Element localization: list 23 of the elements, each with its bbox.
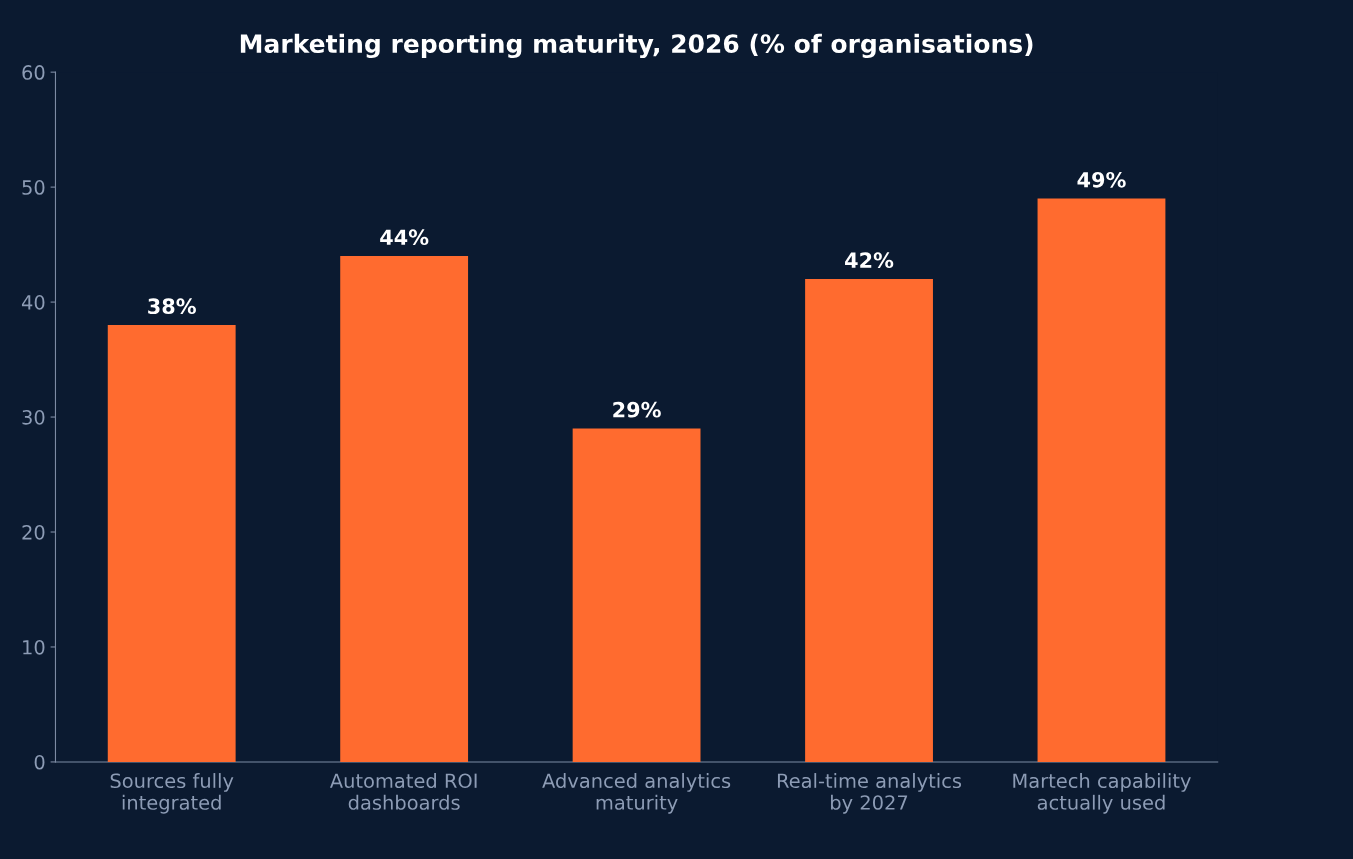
y-tick-label: 10 [23,639,45,655]
y-tick-label: 60 [22,65,45,80]
bar [107,325,236,762]
bar [340,256,469,762]
x-tick-label: Real-time analytics by 2027 [777,773,962,814]
y-tick-label: 0 [34,754,45,770]
y-tick-label: 20 [22,524,45,540]
data-label: 29% [613,401,661,418]
y-tick-label: 50 [22,180,45,195]
bar [572,428,701,762]
bar [805,279,933,762]
data-label: 42% [845,252,894,269]
x-tick-label: Automated ROI dashboards [329,773,477,810]
bar [1037,198,1166,762]
chart-title: Marketing reporting maturity, 2026 (% of organisations) [240,33,1033,59]
data-label: 38% [148,298,196,315]
y-tick-label: 30 [22,410,45,425]
data-label: 49% [1077,171,1126,188]
x-tick-label: Martech capability actually used [1013,773,1191,814]
data-label: 44% [380,229,429,246]
x-tick-label: Sources fully integrated [110,773,234,814]
x-tick-label: Advanced analytics maturity [542,773,731,814]
y-tick-label: 40 [21,295,45,310]
